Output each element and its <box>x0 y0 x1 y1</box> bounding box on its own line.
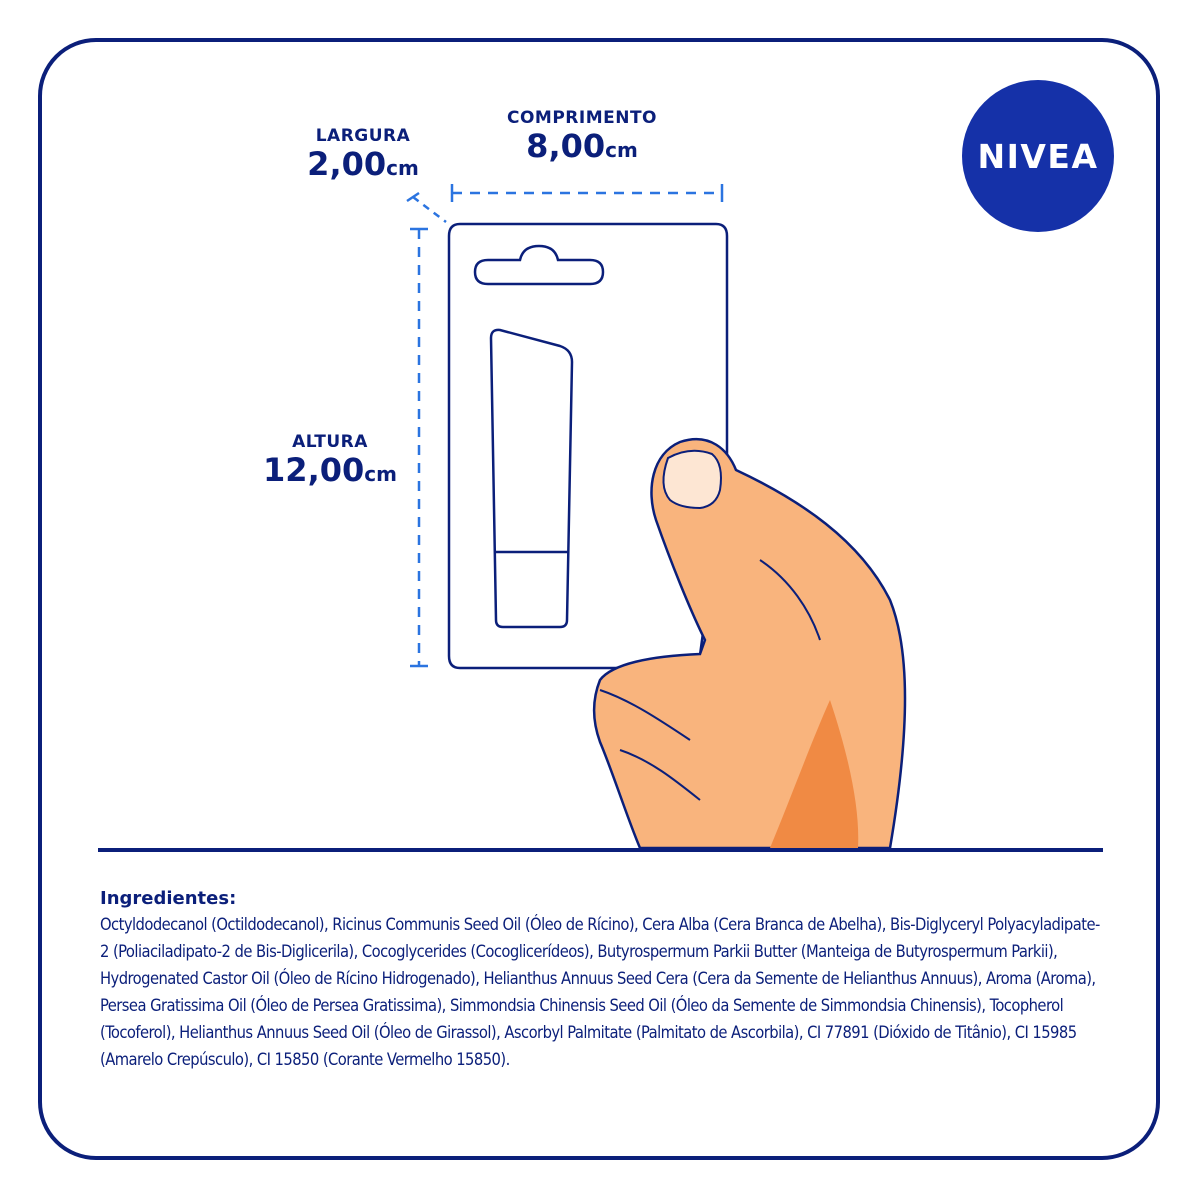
ingredients-text: Octyldodecanol (Octildodecanol), Ricinus… <box>100 915 1100 1069</box>
height-dimension: ALTURA 12,00cm <box>252 432 408 489</box>
lip-balm-stick <box>489 328 574 629</box>
length-dimension: COMPRIMENTO 8,00cm <box>500 108 664 165</box>
length-value: 8,00 <box>526 127 606 165</box>
hang-hole <box>473 244 605 286</box>
height-value: 12,00 <box>263 451 365 489</box>
height-label: ALTURA <box>292 432 368 452</box>
width-value-line: 2,00cm <box>298 146 428 183</box>
section-divider <box>98 848 1103 852</box>
height-unit: cm <box>364 462 397 486</box>
ingredients-section: Ingredientes: Octyldodecanol (Octildodec… <box>100 888 1100 1073</box>
length-unit: cm <box>605 138 638 162</box>
width-guide-cap <box>406 191 420 203</box>
width-dimension: LARGURA 2,00cm <box>298 126 428 183</box>
thumb-crease <box>759 559 821 641</box>
nivea-logo: NIVEA <box>962 80 1114 232</box>
dimension-guides <box>406 184 724 668</box>
width-guide-line <box>412 196 447 223</box>
finger-crease-1 <box>599 689 691 741</box>
content-frame <box>38 38 1160 1160</box>
product-illustration <box>406 184 907 850</box>
thumbnail <box>662 449 722 510</box>
logo-text: NIVEA <box>977 136 1099 176</box>
length-label: COMPRIMENTO <box>506 108 658 128</box>
hand <box>592 437 907 850</box>
hand-shadow <box>770 700 859 848</box>
ingredients-title: Ingredientes: <box>100 888 237 909</box>
finger-crease-2 <box>619 749 701 801</box>
length-value-line: 8,00cm <box>500 128 664 165</box>
width-unit: cm <box>386 156 419 180</box>
width-label: LARGURA <box>315 126 411 146</box>
width-value: 2,00 <box>307 145 387 183</box>
height-value-line: 12,00cm <box>252 452 408 489</box>
